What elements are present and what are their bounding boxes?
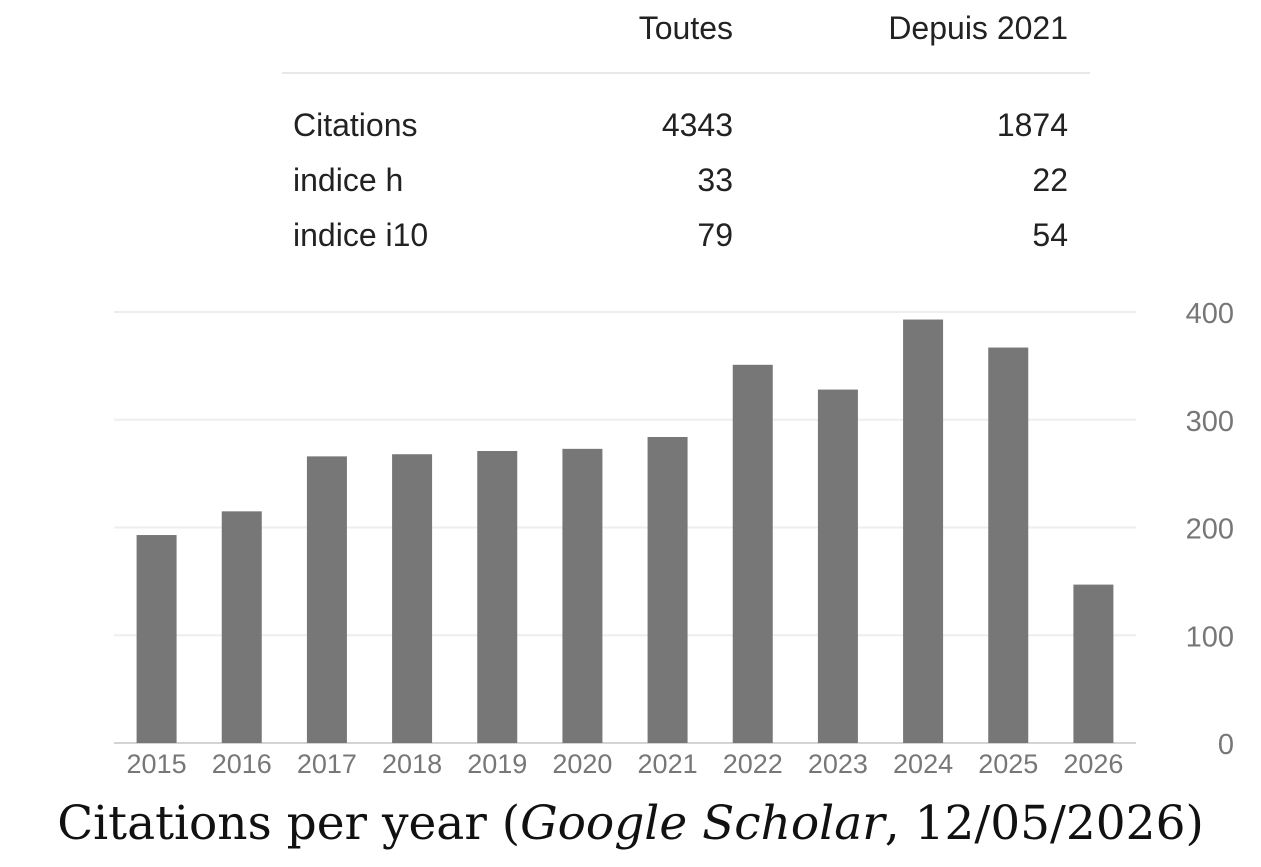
caption-source: Google Scholar — [520, 796, 885, 851]
bar-2015[interactable] — [136, 535, 177, 743]
bar-2018[interactable] — [392, 454, 433, 743]
row-label[interactable]: indice i10 — [293, 217, 429, 253]
stats-row-i10-index: indice i10 79 54 — [282, 215, 1090, 270]
figure-caption: Citations per year (Google Scholar, 12/0… — [0, 786, 1261, 862]
value-all: 4343 — [661, 107, 733, 143]
bar-2016[interactable] — [221, 511, 262, 743]
bars — [136, 319, 1114, 743]
x-tick-label: 2026 — [1063, 749, 1123, 779]
x-tick-label: 2015 — [127, 749, 187, 779]
value-since: 22 — [1032, 162, 1068, 198]
bar-2020[interactable] — [562, 448, 603, 743]
value-all: 33 — [697, 162, 733, 198]
value-all: 79 — [697, 217, 733, 253]
x-tick-label: 2025 — [978, 749, 1038, 779]
row-label[interactable]: indice h — [293, 162, 404, 198]
header-since-2021[interactable]: Depuis 2021 — [888, 10, 1068, 46]
x-tick-label: 2018 — [382, 749, 442, 779]
x-tick-label: 2016 — [212, 749, 272, 779]
x-tick-label: 2022 — [723, 749, 783, 779]
stats-row-h-index: indice h 33 22 — [282, 160, 1090, 215]
y-tick-label: 200 — [1186, 514, 1234, 546]
bar-2024[interactable] — [903, 319, 944, 743]
y-tick-labels: 0 100 200 300 400 — [1186, 298, 1234, 761]
stats-body: Citations 4343 1874 indice h 33 22 indic… — [282, 74, 1090, 270]
bar-2023[interactable] — [817, 389, 858, 743]
citations-bar-chart: 2015 2016 2017 2018 2019 2020 2021 2022 2023 2024… — [114, 298, 1234, 779]
bar-2019[interactable] — [477, 450, 518, 743]
value-since: 54 — [1032, 217, 1068, 253]
bar-2025[interactable] — [988, 347, 1029, 743]
stats-row-citations: Citations 4343 1874 — [282, 105, 1090, 160]
caption-suffix: , 12/05/2026) — [884, 796, 1204, 851]
caption-prefix: Citations per year ( — [57, 796, 521, 851]
row-label[interactable]: Citations — [293, 107, 418, 143]
y-tick-label: 400 — [1186, 298, 1234, 330]
y-tick-label: 0 — [1218, 729, 1234, 761]
gridlines — [114, 311, 1136, 744]
x-tick-label: 2020 — [552, 749, 612, 779]
bar-2017[interactable] — [306, 456, 347, 743]
y-tick-label: 300 — [1186, 406, 1234, 438]
citation-stats-table: Toutes Depuis 2021 Citations 4343 1874 i… — [282, 0, 1090, 270]
x-tick-label: 2019 — [467, 749, 527, 779]
x-tick-label: 2024 — [893, 749, 953, 779]
x-tick-labels: 2015 2016 2017 2018 2019 2020 2021 2022 2023 2024… — [127, 749, 1124, 779]
x-tick-label: 2023 — [808, 749, 868, 779]
stats-header-row: Toutes Depuis 2021 — [282, 0, 1090, 74]
value-since: 1874 — [996, 107, 1068, 143]
bar-2021[interactable] — [647, 436, 688, 743]
x-tick-label: 2017 — [297, 749, 357, 779]
header-all[interactable]: Toutes — [638, 10, 733, 46]
bar-2026[interactable] — [1073, 584, 1114, 743]
bar-2022[interactable] — [732, 364, 773, 743]
y-tick-label: 100 — [1186, 621, 1234, 653]
x-tick-label: 2021 — [638, 749, 698, 779]
